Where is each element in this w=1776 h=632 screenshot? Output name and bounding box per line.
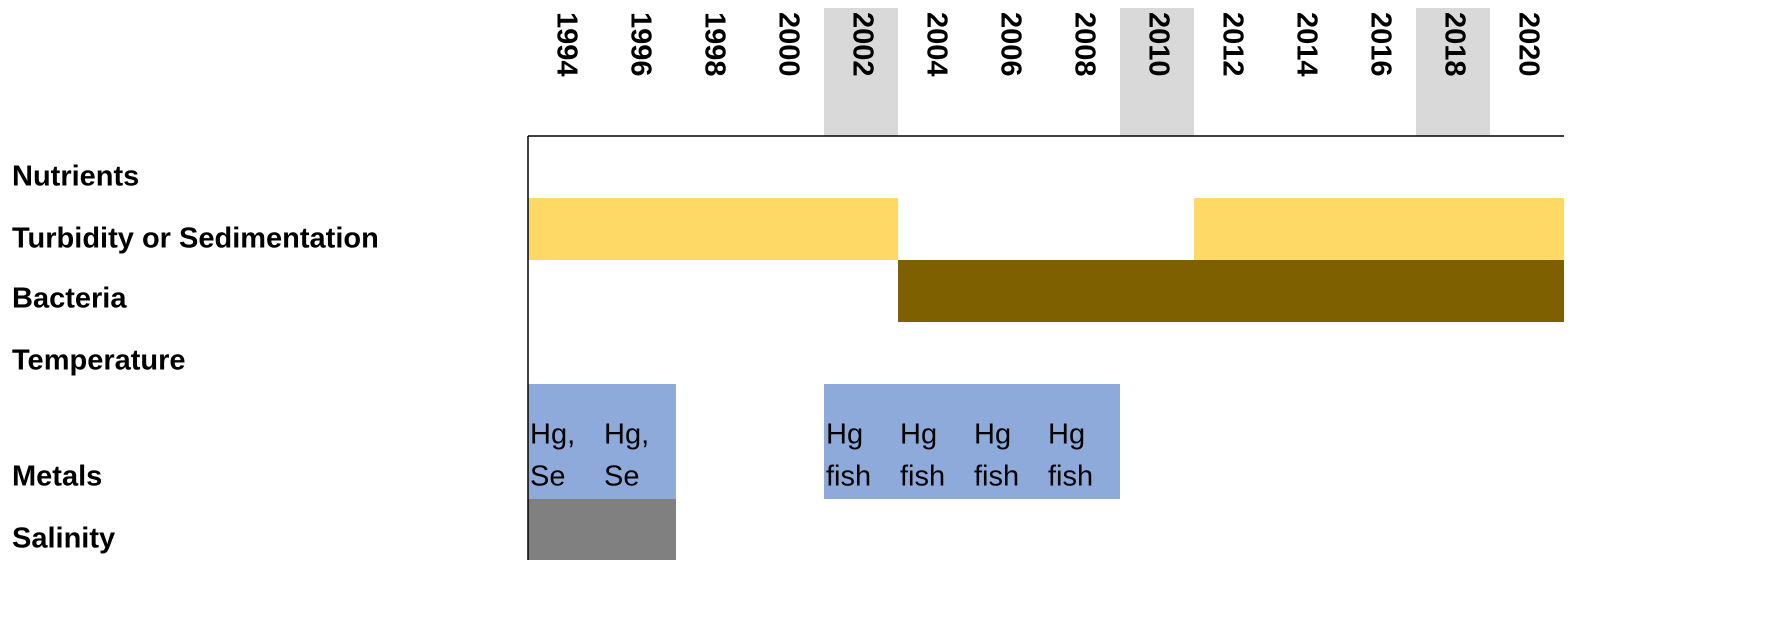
highlight-column — [824, 8, 898, 136]
bar — [898, 260, 1564, 322]
bar — [528, 198, 898, 260]
row-label: Nutrients — [12, 161, 139, 193]
cell-text: fish — [826, 461, 871, 493]
year-label: 2002 — [846, 12, 878, 77]
year-label: 2008 — [1068, 12, 1100, 77]
year-label: 1998 — [698, 12, 730, 77]
year-label: 2016 — [1364, 12, 1396, 77]
cell-text: Hg — [900, 419, 937, 451]
cell-text: fish — [900, 461, 945, 493]
bar — [1194, 198, 1564, 260]
year-label: 2006 — [994, 12, 1026, 77]
year-label: 2012 — [1216, 12, 1248, 77]
cell-text: Se — [604, 461, 639, 493]
bar — [824, 384, 1120, 499]
year-label: 2000 — [772, 12, 804, 77]
highlight-column — [1120, 8, 1194, 136]
bar — [528, 499, 676, 560]
cell-text: Hg — [826, 419, 863, 451]
year-label: 2020 — [1512, 12, 1544, 77]
cell-text: Hg — [1048, 419, 1085, 451]
row-label: Metals — [12, 461, 102, 493]
cell-text: fish — [1048, 461, 1093, 493]
year-label: 1996 — [624, 12, 656, 77]
row-label: Bacteria — [12, 283, 127, 315]
row-label: Salinity — [12, 523, 115, 555]
cell-text: fish — [974, 461, 1019, 493]
year-label: 2018 — [1438, 12, 1470, 77]
row-label: Turbidity or Sedimentation — [12, 223, 379, 255]
cell-text: Se — [530, 461, 565, 493]
cell-text: Hg — [974, 419, 1011, 451]
year-label: 2014 — [1290, 12, 1322, 77]
cell-text: Hg, — [604, 419, 649, 451]
year-label: 2004 — [920, 12, 952, 77]
bar — [528, 384, 676, 499]
year-label: 2010 — [1142, 12, 1174, 77]
cell-text: Hg, — [530, 419, 575, 451]
highlight-column — [1416, 8, 1490, 136]
row-label: Temperature — [12, 345, 186, 377]
year-label: 1994 — [550, 12, 582, 77]
